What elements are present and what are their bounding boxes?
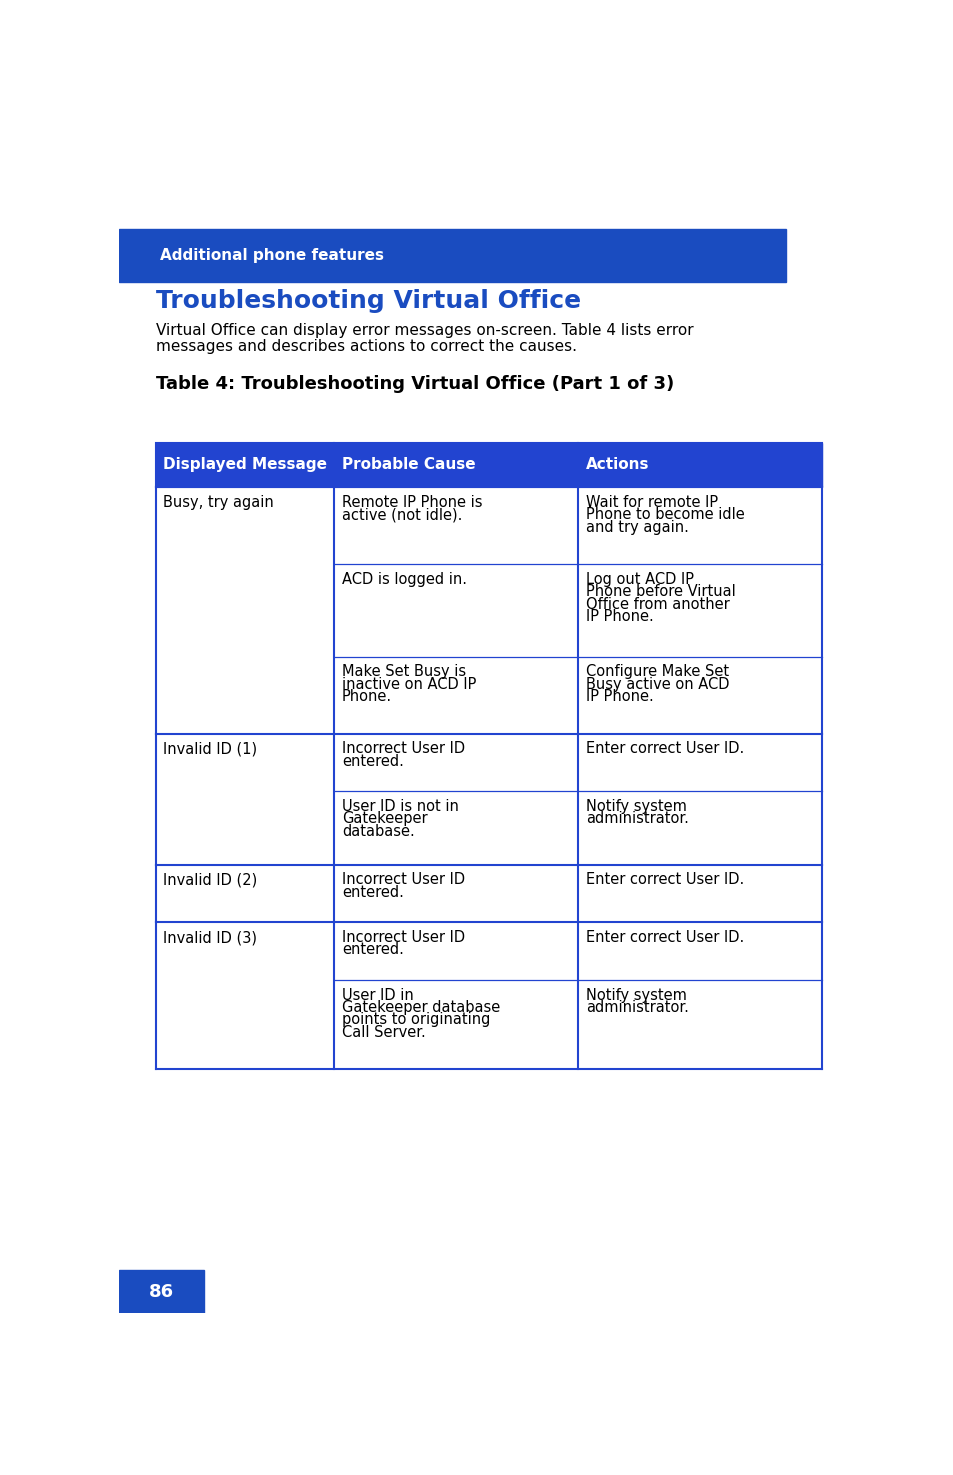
Bar xyxy=(155,487,334,733)
Bar xyxy=(119,229,785,282)
Text: IP Phone.: IP Phone. xyxy=(585,609,653,624)
Text: Phone before Virtual: Phone before Virtual xyxy=(585,584,735,599)
Text: Enter correct User ID.: Enter correct User ID. xyxy=(585,931,743,945)
Bar xyxy=(334,922,578,979)
Text: Virtual Office can display error messages on-screen. Table 4 lists error: Virtual Office can display error message… xyxy=(155,323,693,338)
Text: administrator.: administrator. xyxy=(585,1000,688,1015)
Bar xyxy=(155,922,334,1069)
Text: Busy, try again: Busy, try again xyxy=(163,496,274,510)
Text: Invalid ID (2): Invalid ID (2) xyxy=(163,872,257,888)
Text: Incorrect User ID: Incorrect User ID xyxy=(342,872,465,888)
Text: Troubleshooting Virtual Office: Troubleshooting Virtual Office xyxy=(155,289,580,313)
Text: User ID is not in: User ID is not in xyxy=(342,799,458,814)
Text: Wait for remote IP: Wait for remote IP xyxy=(585,496,718,510)
Text: database.: database. xyxy=(342,823,415,839)
Bar xyxy=(578,792,821,864)
Bar xyxy=(578,487,821,565)
Text: entered.: entered. xyxy=(342,754,403,768)
Text: Gatekeeper: Gatekeeper xyxy=(342,811,427,826)
Bar xyxy=(334,656,578,733)
Text: Configure Make Set: Configure Make Set xyxy=(585,664,728,680)
Text: Log out ACD IP: Log out ACD IP xyxy=(585,572,693,587)
Text: and try again.: and try again. xyxy=(585,519,688,534)
Text: Phone.: Phone. xyxy=(342,689,392,704)
Bar xyxy=(578,979,821,1069)
Bar xyxy=(578,922,821,979)
Bar xyxy=(578,565,821,656)
Text: IP Phone.: IP Phone. xyxy=(585,689,653,704)
Text: Incorrect User ID: Incorrect User ID xyxy=(342,931,465,945)
Bar xyxy=(578,864,821,922)
Text: active (not idle).: active (not idle). xyxy=(342,507,462,522)
Bar xyxy=(578,656,821,733)
Text: Gatekeeper database: Gatekeeper database xyxy=(342,1000,499,1015)
Bar xyxy=(334,792,578,864)
Text: Phone to become idle: Phone to become idle xyxy=(585,507,744,522)
Text: Invalid ID (1): Invalid ID (1) xyxy=(163,742,257,757)
Text: Probable Cause: Probable Cause xyxy=(342,457,476,472)
Bar xyxy=(334,733,578,792)
Text: Invalid ID (3): Invalid ID (3) xyxy=(163,931,257,945)
Text: ACD is logged in.: ACD is logged in. xyxy=(342,572,467,587)
Text: Additional phone features: Additional phone features xyxy=(159,248,383,263)
Text: Displayed Message: Displayed Message xyxy=(163,457,327,472)
Text: Remote IP Phone is: Remote IP Phone is xyxy=(342,496,482,510)
Bar xyxy=(334,487,578,565)
Text: inactive on ACD IP: inactive on ACD IP xyxy=(342,677,476,692)
Text: Incorrect User ID: Incorrect User ID xyxy=(342,742,465,757)
Bar xyxy=(155,442,821,487)
Text: Actions: Actions xyxy=(585,457,649,472)
Text: Table 4: Troubleshooting Virtual Office (Part 1 of 3): Table 4: Troubleshooting Virtual Office … xyxy=(155,375,673,392)
Bar xyxy=(155,733,334,864)
Text: Enter correct User ID.: Enter correct User ID. xyxy=(585,742,743,757)
Text: Busy active on ACD: Busy active on ACD xyxy=(585,677,729,692)
Text: messages and describes actions to correct the causes.: messages and describes actions to correc… xyxy=(155,339,576,354)
Bar xyxy=(334,979,578,1069)
Bar xyxy=(334,565,578,656)
Text: Office from another: Office from another xyxy=(585,596,729,612)
Text: Make Set Busy is: Make Set Busy is xyxy=(342,664,466,680)
Text: Notify system: Notify system xyxy=(585,799,686,814)
Text: points to originating: points to originating xyxy=(342,1012,490,1028)
Bar xyxy=(119,1270,204,1313)
Text: Enter correct User ID.: Enter correct User ID. xyxy=(585,872,743,888)
Text: entered.: entered. xyxy=(342,885,403,900)
Bar xyxy=(155,864,334,922)
Text: entered.: entered. xyxy=(342,943,403,957)
Text: 86: 86 xyxy=(150,1283,174,1301)
Bar xyxy=(578,733,821,792)
Text: Call Server.: Call Server. xyxy=(342,1025,425,1040)
Bar xyxy=(334,864,578,922)
Bar xyxy=(155,442,821,487)
Text: administrator.: administrator. xyxy=(585,811,688,826)
Text: User ID in: User ID in xyxy=(342,988,414,1003)
Text: Notify system: Notify system xyxy=(585,988,686,1003)
